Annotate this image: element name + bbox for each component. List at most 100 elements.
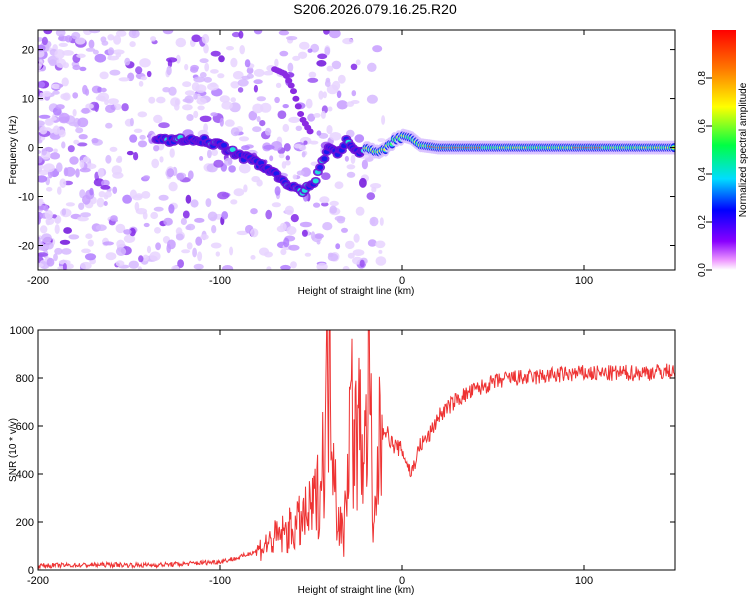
heatmap-noise-blob: [196, 97, 207, 105]
heatmap-noise-blob: [81, 248, 91, 254]
heatmap-noise-blob: [75, 168, 80, 178]
heatmap-noise-blob: [107, 55, 119, 61]
heatmap-noise-blob: [191, 82, 200, 92]
heatmap-noise-blob: [72, 92, 79, 99]
heatmap-xtick-label: 0: [399, 275, 405, 287]
heatmap-noise-blob: [107, 47, 115, 56]
heatmap-noise-blob: [182, 104, 193, 111]
heatmap-noise-blob: [53, 148, 58, 153]
heatmap-noise-blob: [166, 57, 178, 63]
heatmap-noise-blob: [75, 127, 84, 134]
heatmap-noise-blob: [252, 126, 262, 133]
heatmap-noise-blob: [351, 90, 357, 97]
heatmap-noise-blob: [341, 227, 348, 233]
heatmap-noise-blob: [38, 167, 42, 173]
heatmap-noise-blob: [171, 265, 180, 270]
heatmap-noise-blob: [334, 181, 344, 189]
heatmap-noise-blob: [222, 265, 234, 270]
heatmap-noise-blob: [320, 110, 326, 119]
heatmap-noise-blob: [313, 113, 321, 118]
heatmap-noise-blob: [241, 145, 250, 151]
heatmap-noise-blob: [54, 247, 63, 255]
heatmap-noise-blob: [283, 143, 291, 152]
heatmap-noise-blob: [203, 123, 209, 133]
heatmap-noise-blob: [266, 266, 272, 270]
heatmap-noise-blob: [372, 45, 383, 53]
heatmap-noise-blob: [355, 59, 361, 66]
heatmap-noise-blob: [138, 80, 144, 87]
heatmap-noise-blob: [321, 202, 329, 207]
snr-ytick-label: 1000: [10, 325, 34, 337]
heatmap-noise-blob: [310, 231, 316, 240]
heatmap-noise-blob: [327, 106, 333, 112]
heatmap-noise-blob: [238, 30, 244, 39]
heatmap-noise-blob: [233, 188, 245, 197]
heatmap-noise-blob: [211, 148, 219, 157]
heatmap-noise-blob: [197, 105, 205, 111]
heatmap-noise-blob: [153, 145, 160, 152]
heatmap-noise-blob: [290, 214, 299, 223]
heatmap-noise-blob: [85, 103, 94, 109]
heatmap-noise-blob: [299, 221, 312, 228]
heatmap-noise-blob: [83, 156, 90, 163]
heatmap-noise-blob: [274, 58, 279, 68]
heatmap-noise-blob: [201, 33, 210, 44]
heatmap-noise-blob: [123, 229, 132, 235]
heatmap-noise-blob: [169, 148, 175, 158]
heatmap-noise-blob: [98, 191, 106, 198]
heatmap-noise-blob: [116, 239, 125, 249]
heatmap-noise-blob: [366, 94, 378, 104]
heatmap-noise-blob: [207, 211, 218, 221]
heatmap-xtick-label: -200: [27, 275, 49, 287]
heatmap-noise-blob: [231, 31, 241, 38]
heatmap-noise-blob: [379, 217, 384, 226]
heatmap-ytick-label: 0: [28, 143, 34, 155]
heatmap-noise-blob: [279, 50, 289, 57]
heatmap-noise-blob: [280, 248, 287, 256]
heatmap-ytick-label: -10: [18, 192, 34, 204]
heatmap-noise-blob: [80, 261, 92, 270]
heatmap-noise-blob: [150, 36, 157, 42]
heatmap-noise-blob: [109, 69, 121, 76]
heatmap-noise-blob: [336, 100, 348, 110]
heatmap-noise-blob: [296, 170, 305, 176]
heatmap-noise-blob: [251, 176, 260, 183]
heatmap-noise-blob: [355, 206, 365, 216]
heatmap-noise-blob: [81, 107, 90, 114]
heatmap-noise-blob: [38, 215, 41, 225]
heatmap-noise-blob: [237, 87, 244, 93]
heatmap-noise-blob: [352, 249, 365, 256]
heatmap-noise-blob: [168, 86, 177, 96]
heatmap-noise-blob: [238, 136, 250, 142]
heatmap-noise-blob: [77, 216, 89, 222]
heatmap-noise-blob: [38, 175, 48, 183]
heatmap-noise-blob: [59, 239, 71, 245]
heatmap-noise-blob: [82, 194, 91, 205]
heatmap-noise-blob: [203, 43, 209, 54]
heatmap-noise-blob: [224, 157, 233, 166]
heatmap-noise-blob: [281, 161, 287, 169]
heatmap-noise-blob: [101, 179, 110, 187]
heatmap-noise-blob: [62, 263, 67, 270]
colorbar-gradient: [712, 30, 736, 270]
heatmap-noise-blob: [46, 257, 55, 267]
heatmap-ytick-label: 20: [22, 45, 34, 57]
heatmap-noise-blob: [55, 104, 65, 110]
heatmap-noise-blob: [150, 211, 159, 220]
heatmap-noise-blob: [185, 194, 192, 204]
heatmap-noise-blob: [284, 205, 294, 216]
heatmap-noise-blob: [112, 49, 125, 55]
heatmap-noise-blob: [229, 246, 234, 256]
heatmap-noise-blob: [331, 60, 342, 70]
heatmap-noise-blob: [176, 173, 184, 181]
heatmap-noise-blob: [280, 264, 291, 270]
heatmap-noise-blob: [44, 210, 53, 220]
heatmap-noise-blob: [230, 81, 240, 89]
heatmap-noise-blob: [230, 199, 238, 205]
heatmap-noise-blob: [248, 110, 258, 121]
heatmap-noise-blob: [38, 120, 45, 127]
heatmap-noise-blob: [105, 252, 117, 261]
heatmap-noise-blob: [292, 174, 297, 180]
heatmap-noise-blob: [195, 236, 203, 246]
